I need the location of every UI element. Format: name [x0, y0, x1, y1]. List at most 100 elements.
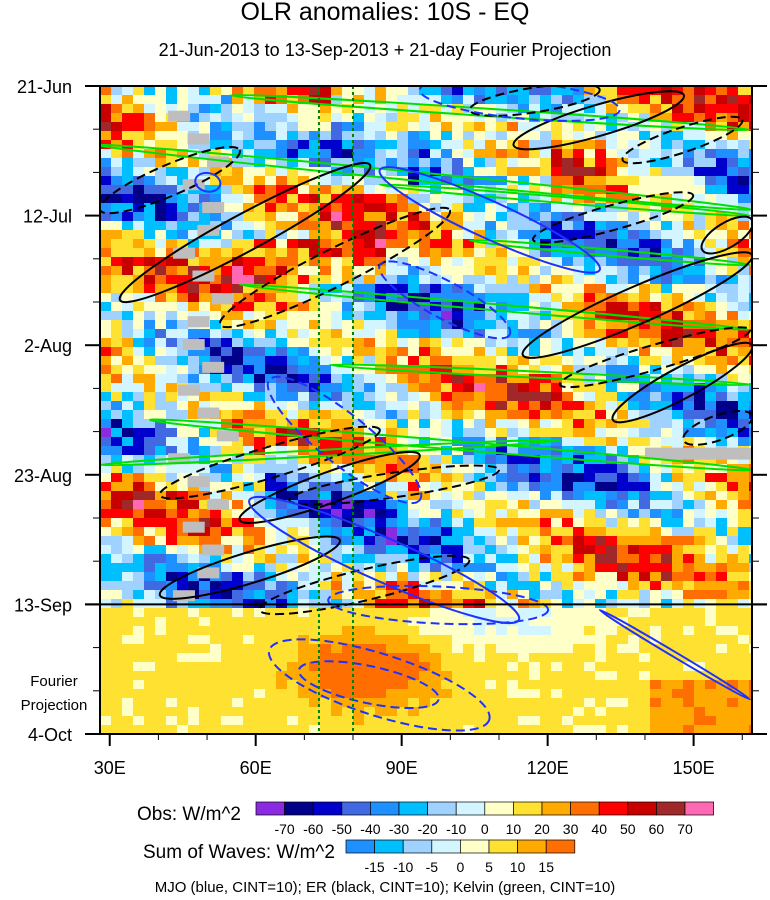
- field-cell: [683, 608, 695, 618]
- field-cell: [375, 122, 387, 132]
- field-cell: [177, 545, 189, 555]
- field-cell: [188, 635, 200, 645]
- field-cell: [650, 266, 662, 276]
- field-cell: [650, 644, 662, 654]
- field-cell: [727, 302, 739, 312]
- field-cell: [320, 320, 332, 330]
- field-cell: [529, 500, 541, 510]
- field-cell: [694, 374, 706, 384]
- field-cell: [254, 608, 266, 618]
- field-cell: [232, 194, 244, 204]
- field-cell: [309, 311, 321, 321]
- field-cell: [188, 725, 200, 734]
- field-cell: [606, 248, 618, 258]
- field-cell: [496, 140, 508, 150]
- field-cell: [166, 329, 178, 339]
- field-cell: [540, 212, 552, 222]
- field-cell: [507, 617, 519, 627]
- field-cell: [353, 302, 365, 312]
- field-cell: [320, 446, 332, 456]
- field-cell: [309, 221, 321, 231]
- field-cell: [254, 266, 266, 276]
- field-cell: [331, 212, 343, 222]
- field-cell: [155, 689, 167, 699]
- field-cell: [254, 527, 266, 537]
- field-cell: [474, 338, 486, 348]
- field-cell: [287, 383, 299, 393]
- field-cell: [166, 140, 178, 150]
- field-cell: [199, 95, 211, 105]
- field-cell: [188, 581, 200, 591]
- field-cell: [507, 221, 519, 231]
- field-cell: [683, 185, 695, 195]
- field-cell: [100, 446, 112, 456]
- field-cell: [452, 581, 464, 591]
- field-cell: [672, 356, 684, 366]
- field-cell: [474, 689, 486, 699]
- field-cell: [738, 428, 750, 438]
- field-cell: [353, 464, 365, 474]
- field-cell: [595, 626, 607, 636]
- field-cell: [496, 536, 508, 546]
- field-cell: [661, 392, 673, 402]
- field-cell: [694, 167, 706, 177]
- field-cell: [419, 608, 431, 618]
- field-cell: [122, 203, 134, 213]
- field-cell: [716, 653, 728, 663]
- field-cell: [441, 104, 453, 114]
- field-cell: [617, 302, 629, 312]
- field-cell: [441, 554, 453, 564]
- field-cell: [133, 698, 145, 708]
- field-cell: [243, 104, 255, 114]
- field-cell: [749, 230, 752, 240]
- field-cell: [738, 185, 750, 195]
- field-cell: [430, 302, 442, 312]
- field-cell: [243, 401, 255, 411]
- field-cell: [309, 239, 321, 249]
- field-cell: [694, 491, 706, 501]
- field-cell: [177, 104, 189, 114]
- field-cell: [694, 149, 706, 159]
- field-cell: [166, 626, 178, 636]
- mjo-contour: [297, 660, 440, 710]
- field-cell: [243, 185, 255, 195]
- field-cell: [628, 185, 640, 195]
- field-cell: [144, 212, 156, 222]
- field-cell: [639, 527, 651, 537]
- field-cell: [408, 158, 420, 168]
- field-cell: [144, 374, 156, 384]
- field-cell: [243, 509, 255, 519]
- field-cell: [166, 167, 178, 177]
- field-cell: [364, 644, 376, 654]
- field-cell: [628, 617, 640, 627]
- field-cell: [639, 518, 651, 528]
- field-cell: [408, 140, 420, 150]
- field-cell: [166, 95, 178, 105]
- field-cell: [606, 320, 618, 330]
- field-cell: [595, 581, 607, 591]
- field-cell: [276, 626, 288, 636]
- field-cell: [584, 320, 596, 330]
- field-cell: [122, 527, 134, 537]
- field-cell: [540, 167, 552, 177]
- field-cell: [210, 329, 222, 339]
- field-cell: [529, 248, 541, 258]
- field-cell: [628, 95, 640, 105]
- field-cell: [232, 302, 244, 312]
- field-cell: [364, 419, 376, 429]
- field-cell: [639, 590, 651, 600]
- field-cell: [408, 671, 420, 681]
- field-cell: [430, 671, 442, 681]
- field-cell: [540, 401, 552, 411]
- field-cell: [166, 104, 178, 114]
- field-cell: [485, 428, 497, 438]
- field-cell: [155, 311, 167, 321]
- field-cell: [243, 266, 255, 276]
- field-cell: [397, 563, 409, 573]
- field-cell: [529, 293, 541, 303]
- field-cell: [166, 275, 178, 285]
- field-cell: [584, 482, 596, 492]
- field-cell: [122, 158, 134, 168]
- field-cell: [331, 518, 343, 528]
- field-cell: [485, 518, 497, 528]
